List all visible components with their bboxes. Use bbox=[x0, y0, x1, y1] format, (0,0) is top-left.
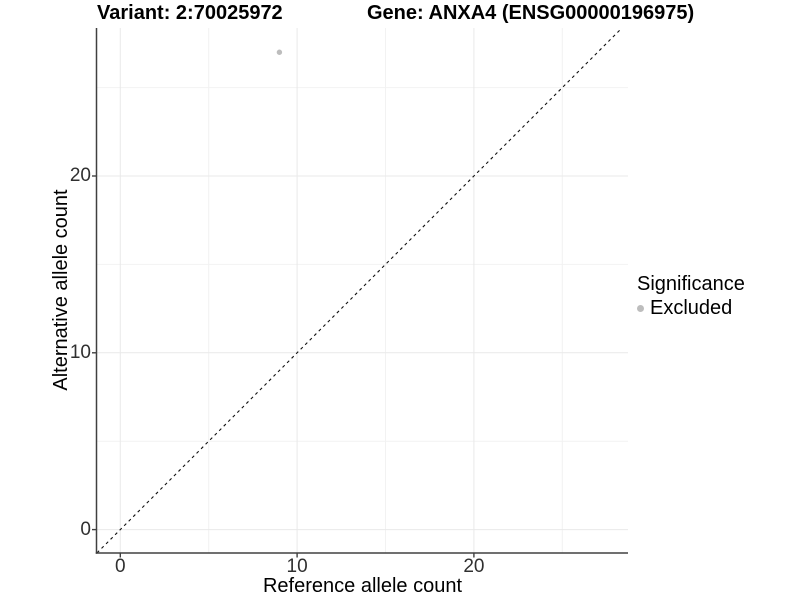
x-tick-label: 0 bbox=[115, 556, 126, 577]
legend-point-icon bbox=[637, 304, 644, 312]
legend: Significance Excluded bbox=[637, 272, 745, 320]
y-tick-label: 20 bbox=[69, 165, 91, 186]
legend-item-label: Excluded bbox=[650, 297, 733, 319]
identity-line bbox=[96, 27, 623, 554]
x-tick-label: 20 bbox=[463, 556, 485, 577]
legend-title: Significance bbox=[637, 273, 745, 295]
x-axis-title: Reference allele count bbox=[262, 575, 462, 597]
x-tick-label: 10 bbox=[286, 556, 308, 577]
y-tick-label: 0 bbox=[80, 518, 91, 540]
y-tick-label: 10 bbox=[69, 341, 91, 363]
data-point-excluded bbox=[276, 49, 283, 55]
legend-item-excluded: Excluded bbox=[637, 296, 745, 320]
plot-title-variant: Variant: 2:70025972 bbox=[97, 2, 283, 24]
plot-title-gene: Gene: ANXA4 (ENSG00000196975) bbox=[367, 2, 695, 24]
